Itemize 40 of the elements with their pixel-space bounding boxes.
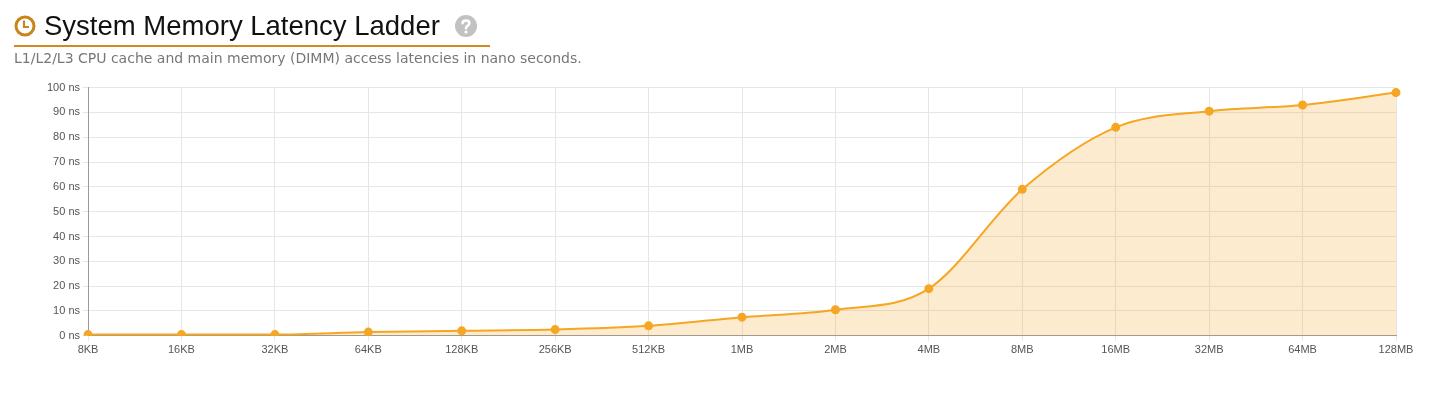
x-tick-label: 32KB: [261, 343, 289, 356]
x-tick-label: 4MB: [917, 343, 941, 356]
x-tick-label: 8KB: [77, 343, 99, 356]
x-tick-label: 512KB: [632, 343, 666, 356]
x-tick-label: 16MB: [1101, 343, 1131, 356]
x-tick-label: 2MB: [824, 343, 847, 356]
x-tick-label: 8MB: [1010, 343, 1034, 356]
point: [1111, 122, 1121, 132]
y-tick-label: 70 ns: [53, 155, 81, 168]
point: [1391, 88, 1401, 98]
chart-title: System Memory Latency Ladder: [44, 10, 440, 42]
point: [924, 284, 934, 294]
x-tick-label: 64KB: [354, 343, 382, 356]
x-tick-label: 128MB: [1378, 343, 1414, 356]
point: [737, 312, 747, 322]
y-tick-label: 10 ns: [53, 304, 81, 317]
point: [457, 326, 467, 336]
y-tick-label: 30 ns: [53, 254, 81, 267]
point: [550, 325, 560, 335]
y-tick-label: 60 ns: [53, 179, 81, 192]
x-tick-label: 16KB: [167, 343, 195, 356]
point: [1204, 106, 1214, 116]
point: [1298, 100, 1308, 110]
y-tick-label: 100 ns: [47, 80, 81, 93]
x-tick-label: 64MB: [1288, 343, 1317, 356]
y-tick-label: 90 ns: [53, 105, 81, 118]
y-tick-label: 40 ns: [53, 229, 81, 242]
x-tick-label: 1MB: [730, 343, 754, 356]
point: [363, 327, 373, 336]
y-tick-label: 80 ns: [53, 130, 81, 143]
x-tick-label: 128KB: [445, 343, 479, 356]
y-tick-label: 20 ns: [53, 279, 81, 292]
point: [1017, 184, 1027, 194]
chart-subtitle: L1/L2/L3 CPU cache and main memory (DIMM) access latencies in nano seconds.: [14, 50, 582, 66]
x-tick-label: 256KB: [538, 343, 572, 356]
point: [830, 305, 840, 315]
y-tick-label: 50 ns: [53, 204, 81, 217]
point: [644, 321, 654, 331]
y-tick-label: 0 ns: [59, 328, 81, 341]
x-tick-label: 32MB: [1194, 343, 1224, 356]
